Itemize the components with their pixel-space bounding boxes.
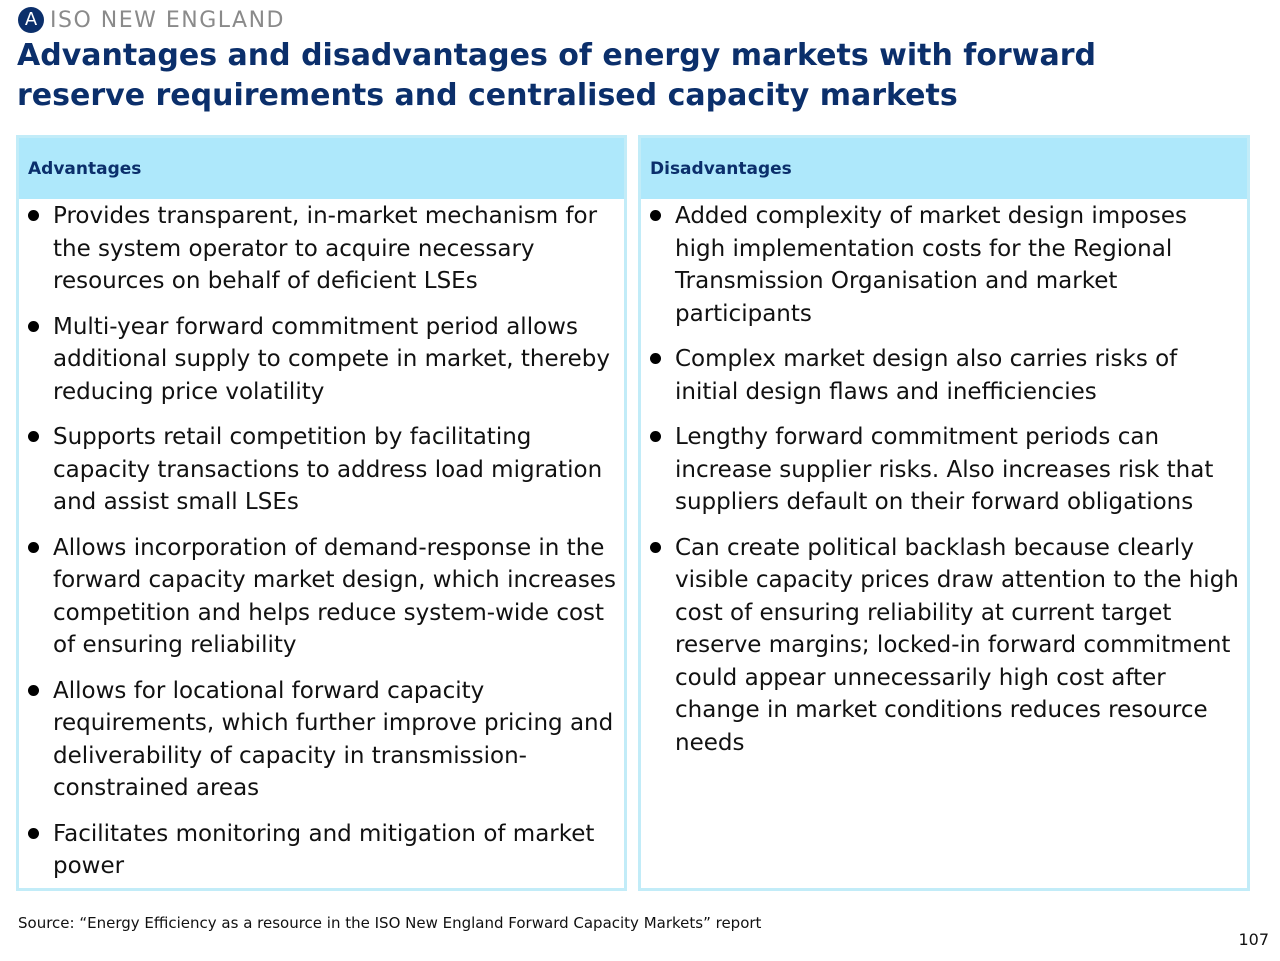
disadvantages-heading: Disadvantages [641, 138, 1247, 199]
section-name: ISO NEW ENGLAND [50, 7, 285, 33]
advantage-item: Multi-year forward commitment period all… [28, 311, 618, 409]
disadvantage-item: Added complexity of market design impose… [650, 200, 1241, 330]
advantages-heading: Advantages [19, 138, 624, 199]
disadvantage-item: Complex market design also carries risks… [650, 343, 1241, 408]
advantage-item: Provides transparent, in-market mechanis… [28, 200, 618, 298]
section-badge: A [18, 7, 44, 33]
page-title: Advantages and disadvantages of energy m… [17, 38, 1096, 113]
disadvantages-panel: Disadvantages Added complexity of market… [638, 135, 1250, 891]
advantage-item: Allows for locational forward capacity r… [28, 675, 618, 805]
advantage-item: Facilitates monitoring and mitigation of… [28, 818, 618, 883]
section-tag: A ISO NEW ENGLAND [18, 6, 285, 34]
advantages-list: Provides transparent, in-market mechanis… [19, 199, 624, 883]
disadvantage-item: Can create political backlash because cl… [650, 532, 1241, 760]
advantages-panel: Advantages Provides transparent, in-mark… [16, 135, 627, 891]
disadvantages-list: Added complexity of market design impose… [641, 199, 1247, 759]
disadvantage-item: Lengthy forward commitment periods can i… [650, 421, 1241, 519]
advantage-item: Allows incorporation of demand-response … [28, 532, 618, 662]
advantage-item: Supports retail competition by facilitat… [28, 421, 618, 519]
page-number: 107 [1238, 930, 1269, 949]
source-footnote: Source: “Energy Efficiency as a resource… [18, 914, 762, 932]
